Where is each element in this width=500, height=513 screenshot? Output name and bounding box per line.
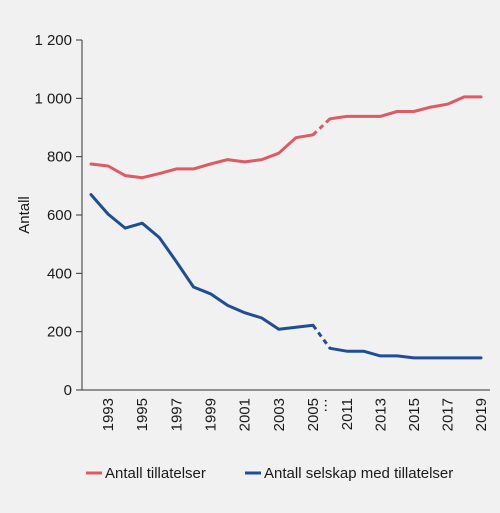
y-tick-label: 0 xyxy=(64,382,72,399)
y-tick-label: 200 xyxy=(47,324,72,341)
x-tick-label: 2003 xyxy=(271,398,288,431)
series-antall-selskap-line-segment xyxy=(328,346,483,360)
x-tick-label: 1993 xyxy=(100,398,117,431)
y-axis-title: Antall xyxy=(16,196,33,234)
x-tick-label: 1999 xyxy=(203,398,220,431)
series-antall-tillatelser-line-segment xyxy=(89,133,315,180)
series-antall-tillatelser-break-dashed xyxy=(311,117,332,136)
y-tick-label: 1 000 xyxy=(34,90,72,107)
y-tick-label: 1 200 xyxy=(34,32,72,49)
x-tick-label: 1995 xyxy=(134,398,151,431)
x-tick-label: 1997 xyxy=(168,398,185,431)
x-axis-break-label: … xyxy=(314,398,331,413)
series-antall-selskap-line-segment xyxy=(89,193,315,331)
series-antall-tillatelser-line-segment xyxy=(328,95,483,121)
x-tick-label: 2015 xyxy=(406,398,423,431)
x-tick-label: 2011 xyxy=(339,398,356,430)
legend-antall-selskap-label: Antall selskap med tillatelser xyxy=(264,465,453,482)
x-tick-label: 2001 xyxy=(237,398,254,431)
legend-antall-tillatelser-label: Antall tillatelser xyxy=(105,465,206,482)
y-tick-label: 400 xyxy=(47,265,72,282)
x-tick-label: 2005 xyxy=(305,398,322,431)
x-tick-label: 2017 xyxy=(439,398,456,431)
x-tick-label: 2013 xyxy=(372,398,389,431)
series-antall-selskap-break-dashed xyxy=(311,324,332,350)
x-tick-label: 2019 xyxy=(473,398,490,431)
y-tick-label: 800 xyxy=(47,149,72,166)
y-tick-label: 600 xyxy=(47,207,72,224)
